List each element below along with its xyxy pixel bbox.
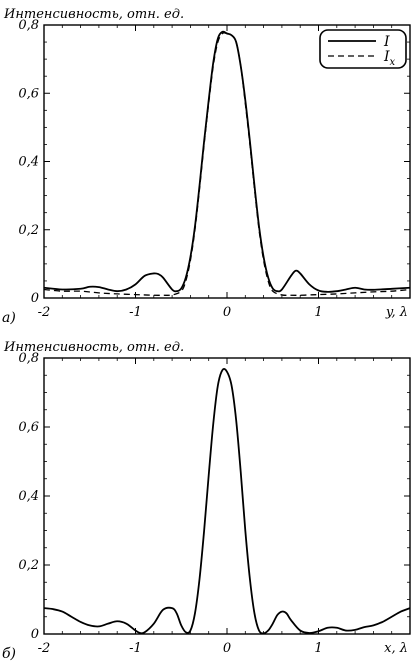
x-axis-label: x, λ (384, 641, 408, 656)
x-tick-label: 1 (314, 305, 322, 320)
series-line-ix (44, 32, 410, 296)
y-tick-label: 0,4 (18, 155, 39, 170)
y-tick-label: 0,8 (18, 18, 39, 33)
panel-label: б) (2, 646, 16, 662)
x-tick-label: 0 (223, 641, 231, 656)
y-tick-label: 0,2 (18, 223, 39, 238)
y-axis-label: Интенсивность, отн. ед. (3, 7, 184, 22)
x-tick-label: 1 (314, 641, 322, 656)
y-tick-label: 0,6 (18, 86, 39, 101)
y-tick-label: 0,4 (18, 489, 39, 504)
x-axis-label: y, λ (385, 305, 408, 320)
series-line-i (44, 30, 410, 293)
y-tick-label: 0,6 (18, 420, 39, 435)
legend: IIx (319, 29, 407, 69)
y-tick-label: 0,2 (18, 558, 39, 573)
x-tick-label: -2 (38, 305, 51, 320)
legend-entry-i: I (383, 34, 390, 50)
chart-panel-2: Интенсивность, отн. ед. 0 0,2 0,4 0,6 0,8 -2 -1… (2, 340, 411, 662)
series-line-i (44, 368, 410, 634)
x-tick-label: -1 (129, 641, 142, 656)
x-tick-label: -2 (38, 641, 51, 656)
x-tick-label: 0 (223, 305, 231, 320)
legend-box (319, 29, 407, 69)
plot-frame (43, 357, 411, 635)
panel-label: а) (2, 310, 16, 326)
chart-panel-1: Интенсивность, отн. ед. 0 0,2 0,4 0,6 0,8 -2 -1… (2, 7, 411, 326)
y-tick-label: 0 (31, 291, 39, 306)
y-tick-label: 0,8 (18, 351, 39, 366)
x-tick-label: -1 (129, 305, 142, 320)
y-axis-label: Интенсивность, отн. ед. (3, 340, 184, 355)
y-tick-label: 0 (31, 627, 39, 642)
